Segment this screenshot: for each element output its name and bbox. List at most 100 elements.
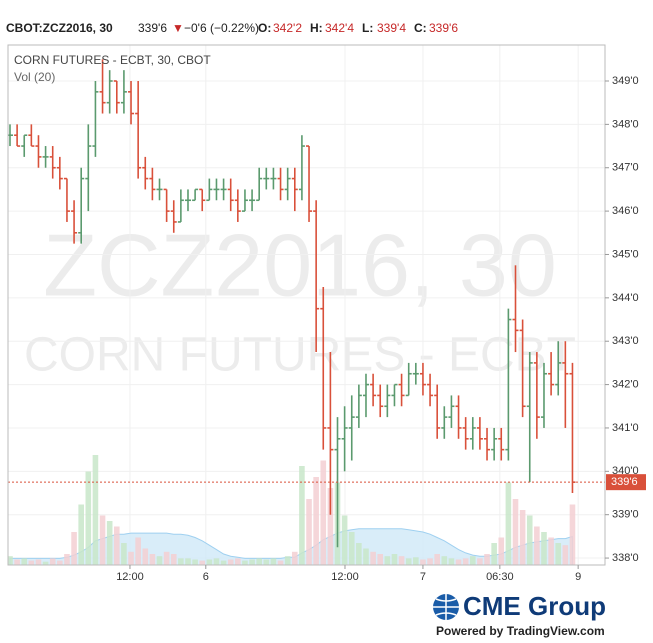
- volume-bar: [113, 526, 120, 565]
- volume-bar: [306, 499, 312, 565]
- volume-bar: [99, 515, 106, 565]
- x-tick-label: 9: [575, 571, 581, 583]
- ohlc-label: C:: [414, 21, 427, 35]
- volume-bar: [534, 526, 540, 565]
- volume-bar: [320, 460, 327, 565]
- volume-bar: [555, 543, 562, 565]
- symbol: CBOT:ZCZ2016, 30: [6, 21, 113, 35]
- volume-bar: [121, 543, 127, 565]
- volume-bar: [227, 559, 234, 565]
- x-tick-label: 7: [420, 571, 426, 583]
- volume-bar: [327, 488, 334, 565]
- volume-bar: [71, 532, 77, 565]
- volume-bar: [284, 556, 291, 565]
- volume-bar: [291, 551, 298, 565]
- volume-bar: [142, 548, 149, 565]
- volume-bar: [8, 556, 13, 565]
- volume-bar: [413, 557, 419, 565]
- volume-bar: [299, 466, 305, 565]
- volume-bar: [484, 554, 490, 565]
- y-tick-label: 348'0: [612, 118, 639, 130]
- y-tick-label: 342'0: [612, 378, 639, 390]
- volume-bar: [348, 532, 355, 565]
- x-tick-label: 12:00: [116, 571, 144, 583]
- brand: CME Group: [463, 591, 606, 621]
- volume-bar: [477, 558, 483, 565]
- volume-bar: [85, 471, 92, 565]
- volume-bar: [49, 558, 56, 565]
- volume-bar: [28, 560, 35, 565]
- watermark: ZCZ2016, 30: [43, 215, 557, 314]
- ohlc-label: O:: [258, 21, 271, 35]
- volume-bar: [199, 560, 206, 565]
- volume-bar: [270, 558, 277, 565]
- volume-bar: [235, 558, 241, 565]
- volume-bar: [356, 543, 362, 565]
- volume-bar: [448, 558, 455, 565]
- volume-bar: [498, 537, 505, 565]
- volume-bar: [128, 551, 134, 565]
- volume-bar: [420, 559, 426, 565]
- plot-frame: [7, 44, 606, 566]
- volume-bar: [42, 561, 49, 565]
- x-tick-label: 6: [203, 571, 209, 583]
- ohlc-value: 342'4: [325, 21, 354, 35]
- volume-bar: [512, 499, 519, 565]
- x-tick-label: 06:30: [486, 571, 514, 583]
- volume-bar: [57, 560, 63, 565]
- volume-bar: [313, 477, 319, 565]
- volume-bar: [178, 558, 184, 565]
- volume-bar: [106, 521, 113, 565]
- volume-bar: [170, 554, 177, 565]
- y-tick-label: 349'0: [612, 75, 639, 87]
- volume-bar: [405, 558, 412, 565]
- volume-bar: [78, 504, 84, 565]
- y-tick-label: 338'0: [612, 552, 639, 564]
- volume-bar: [220, 560, 227, 565]
- powered-by[interactable]: Powered by TradingView.com: [436, 624, 605, 638]
- y-tick-label: 346'0: [612, 205, 639, 217]
- watermark: CORN FUTURES - ECBT: [24, 329, 576, 382]
- volume-bar: [92, 455, 99, 565]
- volume-bar: [21, 558, 28, 565]
- volume-bar: [491, 543, 497, 565]
- volume-bar: [156, 556, 163, 565]
- volume-bar: [35, 559, 42, 565]
- volume-bar: [135, 537, 141, 565]
- volume-bar: [64, 554, 70, 565]
- volume-bar: [206, 559, 213, 565]
- volume-bar: [213, 558, 220, 565]
- y-tick-label: 347'0: [612, 162, 639, 174]
- logo-lines: [433, 594, 459, 620]
- y-tick-label: 339'0: [612, 509, 639, 521]
- y-tick-label: 345'0: [612, 248, 639, 260]
- volume-bar: [519, 510, 526, 565]
- volume-bar: [256, 558, 262, 565]
- volume-bar: [427, 558, 433, 565]
- plot: ZCZ2016, 30 CORN FUTURES - ECBT: [8, 45, 605, 565]
- ohlc-value: 339'4: [377, 21, 406, 35]
- volume-label: Vol (20): [14, 70, 55, 84]
- volume-bar: [526, 515, 533, 565]
- chart-title: CORN FUTURES - ECBT, 30, CBOT: [14, 53, 211, 67]
- volume-bar: [163, 551, 170, 565]
- volume-bar: [149, 554, 156, 565]
- volume-bar: [14, 559, 20, 565]
- volume-bar: [455, 559, 462, 565]
- volume-bar: [441, 556, 448, 565]
- volume-bar: [341, 515, 348, 565]
- volume-bar: [277, 560, 284, 565]
- arrow: ▼: [172, 21, 184, 35]
- x-tick-label: 12:00: [331, 571, 359, 583]
- volume-bar: [370, 551, 376, 565]
- volume-bar: [548, 537, 554, 565]
- y-tick-label: 344'0: [612, 292, 639, 304]
- volume-bar: [242, 560, 248, 565]
- volume-bar: [469, 556, 476, 565]
- volume-bar: [363, 548, 369, 565]
- last: 339'6: [138, 21, 167, 35]
- volume-bar: [185, 558, 191, 565]
- volume-bar: [569, 504, 576, 565]
- volume-bar: [541, 532, 547, 565]
- volume-bar: [391, 554, 398, 565]
